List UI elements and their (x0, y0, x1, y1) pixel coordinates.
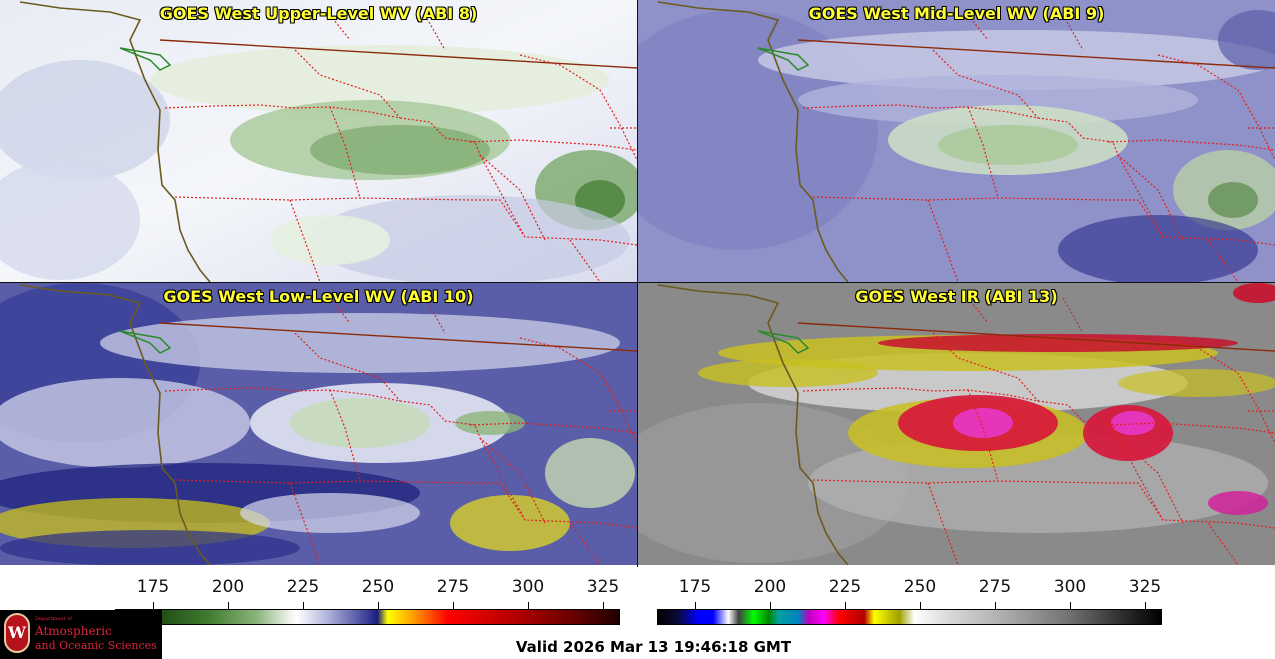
ir-tick-label: 275 (978, 577, 1012, 597)
ir-tick-label: 175 (678, 577, 712, 597)
ir-tick-label: 250 (903, 577, 937, 597)
ir-tick-label: 325 (1128, 577, 1162, 597)
map-panel-low-level-wv: GOES West Low-Level WV (ABI 10) (0, 283, 637, 565)
panel-title: GOES West IR (ABI 13) (855, 287, 1058, 306)
map-image-low-level-wv (0, 283, 637, 565)
ir-tick-label: 225 (828, 577, 862, 597)
ir-tick-mark (995, 602, 996, 609)
ir-tick-label: 200 (753, 577, 787, 597)
map-panel-upper-level-wv: GOES West Upper-Level WV (ABI 8) (0, 0, 637, 282)
aos-logo: W Department of Atmospheric and Oceanic … (0, 610, 162, 659)
seal-letter: W (8, 623, 26, 642)
wv-tick-label: 300 (511, 577, 545, 597)
ir-colorbar-ticks: 175 200 225 250 275 300 325 (657, 577, 1162, 599)
map-panel-mid-level-wv: GOES West Mid-Level WV (ABI 9) (638, 0, 1275, 282)
panel-title: GOES West Mid-Level WV (ABI 9) (808, 4, 1105, 23)
wv-tick-label: 275 (436, 577, 470, 597)
ir-tick-mark (1070, 602, 1071, 609)
wv-tick-mark (603, 602, 604, 609)
wv-tick-mark (378, 602, 379, 609)
wv-tick-label: 250 (361, 577, 395, 597)
wv-tick-label: 200 (211, 577, 245, 597)
ir-colorbar-gradient (657, 609, 1162, 625)
wv-tick-label: 325 (586, 577, 620, 597)
wv-tick-mark (453, 602, 454, 609)
wv-tick-mark (153, 602, 154, 609)
ir-tick-mark (695, 602, 696, 609)
logo-dept-text: Department of (35, 616, 72, 622)
wv-colorbar-gradient (115, 609, 620, 625)
wv-colorbar-ticks: 175 200 225 250 275 300 325 (115, 577, 620, 599)
map-panel-ir: GOES West IR (ABI 13) (638, 283, 1275, 565)
wv-colorbar: 175 200 225 250 275 300 325 (115, 567, 620, 627)
logo-line1: Atmospheric (35, 624, 112, 638)
ir-tick-mark (1145, 602, 1146, 609)
ir-tick-mark (770, 602, 771, 609)
ir-tick-mark (920, 602, 921, 609)
wv-tick-label: 225 (286, 577, 320, 597)
panel-title: GOES West Upper-Level WV (ABI 8) (159, 4, 478, 23)
uw-seal-icon: W (4, 613, 30, 653)
logo-line2: and Oceanic Sciences (35, 639, 157, 652)
ir-colorbar: 175 200 225 250 275 300 325 (657, 567, 1162, 627)
panel-divider-vertical (637, 0, 638, 567)
panel-title: GOES West Low-Level WV (ABI 10) (163, 287, 474, 306)
map-image-upper-level-wv (0, 0, 637, 282)
wv-tick-mark (528, 602, 529, 609)
wv-tick-mark (303, 602, 304, 609)
ir-tick-label: 300 (1053, 577, 1087, 597)
wv-tick-mark (228, 602, 229, 609)
map-image-ir (638, 283, 1275, 565)
wv-tick-label: 175 (136, 577, 170, 597)
map-image-mid-level-wv (638, 0, 1275, 282)
ir-tick-mark (845, 602, 846, 609)
valid-time: Valid 2026 Mar 13 19:46:18 GMT (515, 638, 792, 656)
panel-divider-horizontal (0, 282, 1275, 283)
